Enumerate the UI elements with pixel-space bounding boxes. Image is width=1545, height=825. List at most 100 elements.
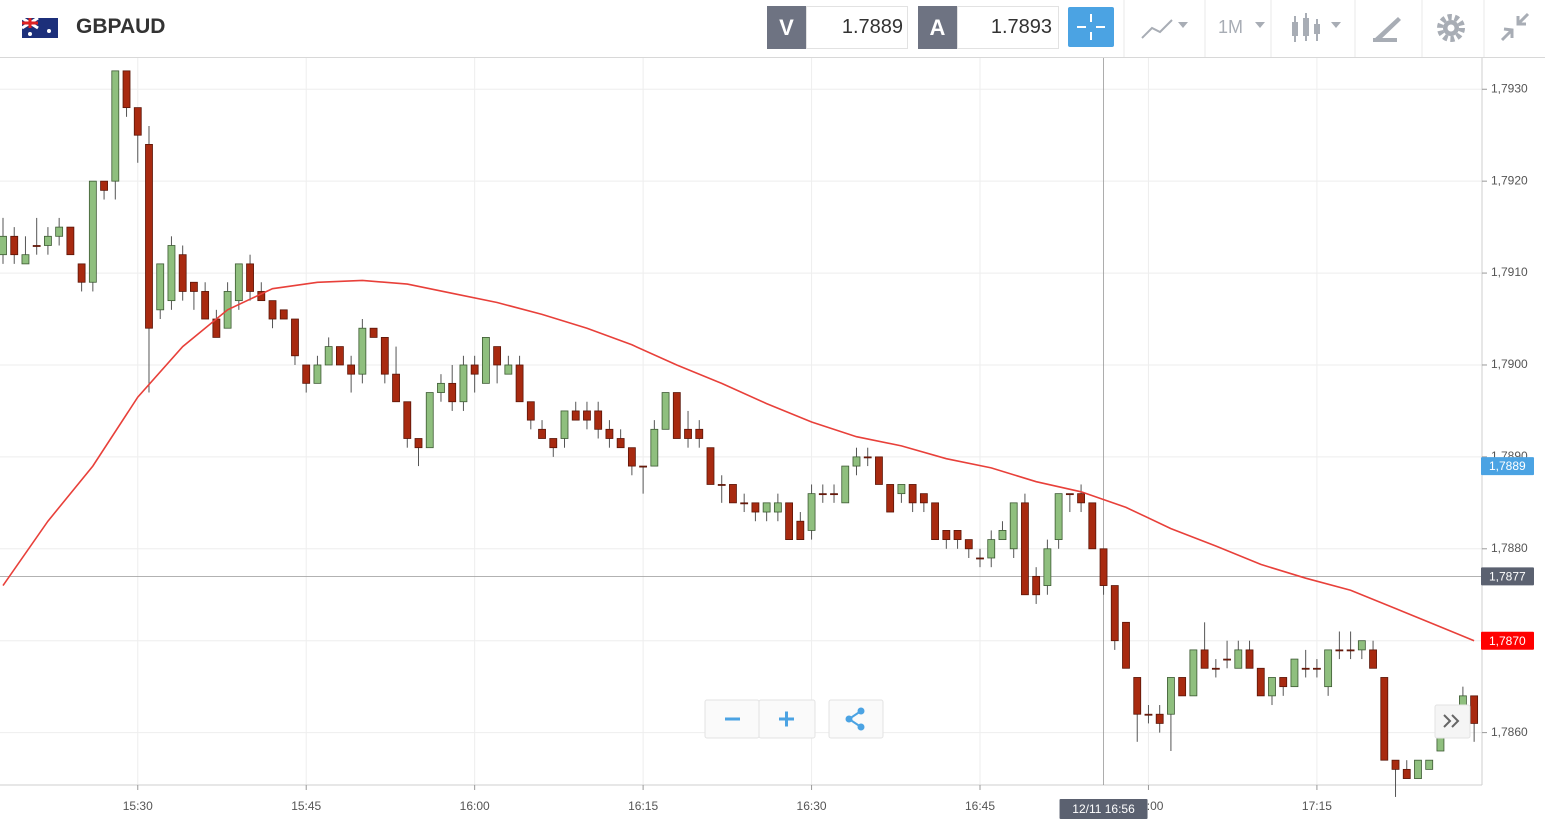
candle-body	[875, 456, 883, 485]
candle-body	[1133, 677, 1142, 715]
flag	[22, 16, 58, 38]
candle-body	[313, 364, 322, 384]
candle-body	[672, 392, 681, 439]
crosshair-button[interactable]	[1068, 7, 1114, 47]
candle-body	[538, 428, 546, 439]
candle-body	[425, 392, 434, 449]
candle-body	[1414, 759, 1422, 779]
candle-body	[1211, 667, 1220, 670]
candle-body	[268, 300, 277, 320]
candle-body	[942, 530, 951, 541]
candle-body	[1402, 768, 1411, 779]
candle-body	[998, 530, 1007, 541]
candle-body	[392, 373, 400, 403]
candle-body	[830, 493, 838, 496]
candle-body	[201, 291, 210, 320]
candle-body	[1380, 677, 1389, 761]
y-tick-label: 1,7910	[1491, 265, 1528, 279]
candle-body	[1043, 548, 1052, 586]
candle-type-button[interactable]	[1292, 13, 1341, 42]
candle-body	[1290, 658, 1299, 688]
collapse-button[interactable]	[1500, 12, 1530, 42]
candle-body	[987, 539, 996, 559]
candle-body	[740, 502, 749, 505]
candle-body	[369, 327, 378, 338]
candle-body	[729, 484, 737, 504]
candle-body	[818, 493, 827, 496]
candle-body	[1470, 695, 1479, 724]
candle-body	[414, 438, 423, 449]
candle-body	[807, 493, 816, 531]
price-badge	[1481, 631, 1534, 650]
candle-body	[10, 235, 19, 256]
candle-body	[964, 539, 973, 550]
candle-body	[55, 226, 64, 237]
candle-body	[976, 557, 984, 560]
candle-body	[1335, 649, 1344, 652]
candle-body	[133, 107, 142, 136]
candle-body	[1279, 677, 1288, 688]
crosshair-time-label: 12/11 16:56	[1072, 802, 1135, 816]
candle-body	[515, 364, 524, 403]
candle-body	[526, 401, 535, 421]
x-tick-label: 16:15	[628, 799, 658, 813]
candle-body	[459, 364, 468, 403]
bid-label[interactable]: V	[767, 6, 806, 49]
toolbar-icons	[1068, 0, 1530, 57]
scroll-right-button[interactable]	[1434, 704, 1471, 739]
timeframe[interactable]: 1M	[1218, 17, 1244, 37]
price-badge-label: 1,7889	[1489, 459, 1526, 473]
y-tick-label: 1,7900	[1491, 357, 1528, 371]
chart-controls	[704, 699, 1471, 739]
x-tick-label: 15:30	[123, 799, 153, 813]
candle-body	[1369, 649, 1377, 669]
ask-price[interactable]: 1.7893	[957, 6, 1059, 49]
ask-label[interactable]: A	[918, 6, 957, 49]
settings-button[interactable]	[1437, 14, 1465, 42]
candle-body	[448, 382, 457, 403]
candle-body	[661, 392, 670, 430]
candle-body	[1178, 677, 1187, 697]
candle-body	[347, 364, 356, 375]
candle-body	[279, 309, 288, 320]
candle-body	[897, 484, 906, 495]
share-button[interactable]	[828, 699, 884, 739]
candle-body	[549, 438, 558, 449]
chart-type-button[interactable]	[1141, 19, 1188, 39]
candle-body	[841, 465, 850, 504]
candle-body	[1223, 658, 1231, 661]
candle-body	[931, 502, 939, 541]
candle-body	[1099, 548, 1108, 586]
candle-body	[695, 428, 704, 439]
candle-body	[21, 254, 30, 265]
scroll-icon	[1443, 714, 1452, 728]
candle-body	[1200, 649, 1209, 669]
x-tick-label: 16:00	[460, 799, 490, 813]
candle-body	[246, 263, 254, 292]
candle-body	[167, 245, 176, 302]
candle-body	[1088, 502, 1097, 550]
candle-body	[1346, 649, 1355, 652]
candle-body	[493, 346, 502, 366]
candle-body	[785, 502, 793, 541]
candle-body	[1268, 677, 1276, 697]
bid-price[interactable]: 1.7889	[806, 6, 908, 49]
candle-body	[650, 428, 659, 467]
share-icon	[857, 723, 865, 731]
x-tick-label: 16:30	[797, 799, 827, 813]
candle-body	[886, 484, 895, 513]
candle-body	[605, 428, 614, 439]
candle-body	[773, 502, 782, 513]
candle-body	[594, 410, 603, 430]
candle-body	[1122, 621, 1130, 669]
x-tick-label: 17:15	[1302, 799, 1332, 813]
candle-body	[1189, 649, 1198, 697]
timeframe-button[interactable]	[1255, 22, 1265, 28]
candle-body	[1110, 585, 1119, 642]
draw-button[interactable]	[1373, 17, 1401, 42]
candle-body	[380, 337, 389, 375]
symbol: GBPAUD	[76, 15, 166, 38]
candle-body	[100, 180, 108, 191]
